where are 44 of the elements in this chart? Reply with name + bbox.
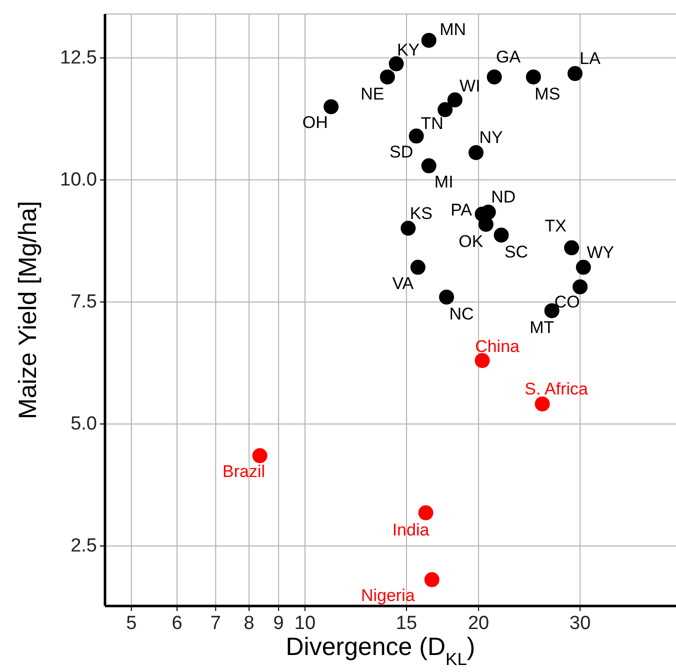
data-label: VA	[392, 274, 414, 293]
y-axis-title: Maize Yield [Mg/ha]	[14, 200, 42, 420]
data-label: LA	[580, 49, 602, 68]
y-tick-label: 5.0	[70, 413, 97, 434]
data-label: WI	[460, 76, 480, 96]
y-tick-label: 7.5	[70, 291, 97, 312]
data-label: KY	[396, 40, 420, 60]
data-label: S. Africa	[524, 379, 589, 398]
data-label: GA	[496, 47, 522, 66]
data-label: NY	[479, 128, 503, 148]
data-label: Nigeria	[360, 586, 416, 606]
data-label: OK	[458, 232, 484, 251]
y-tick-label: 10.0	[60, 169, 97, 190]
x-tick-label: 30	[570, 613, 591, 634]
data-label: China	[475, 337, 520, 356]
data-label: TN	[420, 114, 444, 134]
data-label: MT	[530, 318, 554, 338]
y-tick-label: 12.5	[60, 47, 97, 68]
x-tick-label: 7	[210, 613, 221, 634]
data-label: ND	[491, 188, 516, 207]
data-label: WY	[586, 242, 614, 262]
x-tick-label: 5	[126, 613, 137, 634]
x-tick-label: 9	[273, 613, 284, 634]
y-tick-label: 2.5	[70, 535, 97, 556]
x-axis-title: Divergence (D$_{KL}$)	[286, 633, 476, 669]
x-tick-label: 20	[468, 613, 490, 634]
data-label: OH	[302, 113, 328, 132]
x-tick-label: 15	[396, 613, 418, 634]
data-label: India	[392, 520, 430, 540]
data-label: MN	[440, 20, 466, 39]
data-label: Brazil	[222, 462, 266, 482]
data-label: PA	[450, 200, 473, 220]
data-label: SC	[504, 242, 528, 262]
x-tick-label: 6	[172, 613, 182, 634]
data-label: MI	[434, 172, 454, 192]
data-label: NC	[449, 304, 474, 324]
data-label: TX	[544, 216, 566, 236]
x-tick-label: 10	[294, 613, 316, 634]
data-label: MS	[534, 84, 560, 104]
data-label: KS	[410, 204, 433, 223]
data-label: NE	[360, 84, 384, 104]
data-label: SD	[390, 142, 414, 162]
x-tick-label: 8	[244, 613, 254, 634]
data-label: CO	[554, 292, 580, 312]
